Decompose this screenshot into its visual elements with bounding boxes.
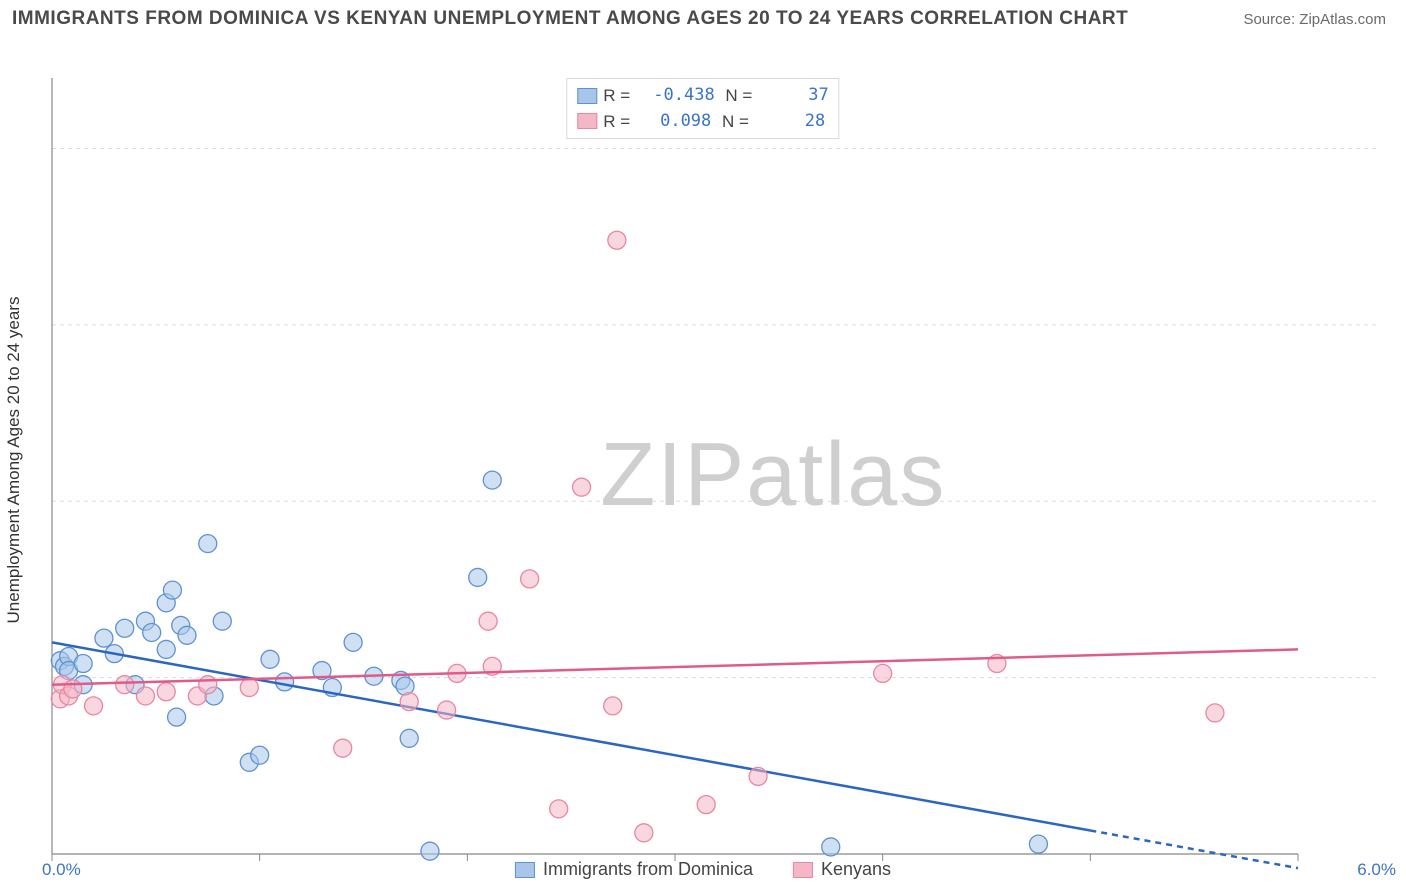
stats-legend-row: R = 0.098 N = 28 (577, 109, 828, 135)
legend-swatch-icon (515, 862, 535, 878)
series-legend: Immigrants from Dominica Kenyans (515, 859, 891, 880)
source-attribution: Source: ZipAtlas.com (1243, 11, 1386, 28)
chart-title: IMMIGRANTS FROM DOMINICA VS KENYAN UNEMP… (12, 8, 1128, 30)
legend-label: Kenyans (821, 859, 891, 880)
n-value: 28 (767, 109, 825, 135)
x-tick-label: 6.0% (1357, 860, 1396, 880)
legend-item: Immigrants from Dominica (515, 859, 753, 880)
r-value: 0.098 (653, 109, 711, 135)
y-axis-label: Unemployment Among Ages 20 to 24 years (4, 260, 24, 660)
stats-legend-row: R = -0.438 N = 37 (577, 83, 828, 109)
scatter-plot (0, 34, 1406, 886)
r-value: -0.438 (653, 83, 714, 109)
legend-label: Immigrants from Dominica (543, 859, 753, 880)
legend-item: Kenyans (793, 859, 891, 880)
chart-container: Unemployment Among Ages 20 to 24 years Z… (0, 34, 1406, 886)
legend-swatch-icon (577, 113, 597, 129)
legend-swatch-icon (793, 862, 813, 878)
n-value: 37 (771, 83, 829, 109)
chart-header: IMMIGRANTS FROM DOMINICA VS KENYAN UNEMP… (0, 0, 1406, 34)
stats-legend: R = -0.438 N = 37 R = 0.098 N = 28 (566, 78, 839, 139)
legend-swatch-icon (577, 88, 597, 104)
x-tick-label: 0.0% (42, 860, 81, 880)
